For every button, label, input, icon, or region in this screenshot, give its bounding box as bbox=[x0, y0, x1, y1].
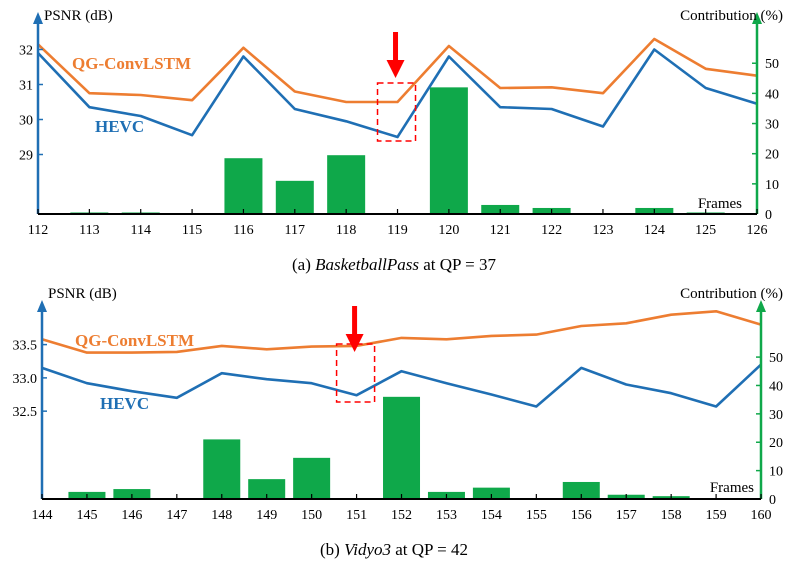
panel-b-y2label: Contribution (%) bbox=[680, 286, 783, 302]
panel-b-x-tick-label: 147 bbox=[166, 508, 187, 523]
panel-a-label-hevc: HEVC bbox=[95, 117, 144, 136]
panel-b-label-qg-convlstm: QG-ConvLSTM bbox=[75, 331, 194, 350]
panel-a-x-tick-label: 116 bbox=[233, 223, 253, 238]
panel-b-x-tick-label: 151 bbox=[346, 508, 367, 523]
panel-b-bar bbox=[203, 439, 241, 499]
panel-b-x-tick-label: 149 bbox=[256, 508, 277, 523]
panel-b-label-hevc: HEVC bbox=[100, 394, 149, 413]
panel-b-highlight-box bbox=[335, 343, 376, 403]
panel-a-x-tick-label: 117 bbox=[285, 223, 305, 238]
panel-b-y2-tick-label: 40 bbox=[769, 379, 783, 394]
panel-a-x-tick-label: 120 bbox=[438, 223, 459, 238]
panel-a-x-tick-label: 126 bbox=[747, 223, 768, 238]
panel-b-caption: (b) Vidyo3 at QP = 42 bbox=[320, 540, 468, 559]
panel-a-series-hevc bbox=[37, 48, 758, 139]
panel-a-y2-tick-label: 30 bbox=[765, 118, 779, 133]
panel-a-x-tick-label: 113 bbox=[79, 223, 99, 238]
panel-a-x-tick-label: 125 bbox=[695, 223, 716, 238]
panel-a-bar bbox=[224, 158, 263, 214]
panel-b-right-axis-arrow bbox=[756, 300, 766, 312]
panel-a-label-qg-convlstm: QG-ConvLSTM bbox=[72, 54, 191, 73]
panel-b-bar bbox=[293, 457, 331, 499]
panel-b-y2-tick-label: 10 bbox=[769, 465, 783, 480]
panel-b-xlabel: Frames bbox=[710, 480, 754, 496]
panel-a-y2-tick-label: 20 bbox=[765, 148, 779, 163]
panel-a-y-tick-label: 32 bbox=[19, 44, 33, 59]
panel-a-x-tick-label: 115 bbox=[182, 223, 202, 238]
panel-a-y-tick-label: 30 bbox=[19, 114, 33, 129]
panel-a-bar bbox=[275, 180, 314, 214]
panel-a-y-tick-label: 31 bbox=[19, 79, 33, 94]
panel-b-bar bbox=[562, 481, 600, 499]
panel-a-caption: (a) BasketballPass at QP = 37 bbox=[292, 255, 496, 274]
panel-a-x-tick-label: 124 bbox=[644, 223, 665, 238]
panel-b-x-tick-label: 150 bbox=[301, 508, 322, 523]
panel-a-highlight-box bbox=[376, 82, 417, 142]
panel-a-y2-tick-label: 40 bbox=[765, 87, 779, 102]
panel-b-y2-tick-label: 30 bbox=[769, 408, 783, 423]
panel-a-left-axis-arrow bbox=[33, 12, 43, 24]
panel-b-x-tick-label: 156 bbox=[571, 508, 592, 523]
panel-b-x-tick-label: 144 bbox=[32, 508, 53, 523]
panel-a-x-tick-label: 112 bbox=[28, 223, 48, 238]
panel-a-y2-tick-label: 50 bbox=[765, 57, 779, 72]
panel-b-bar bbox=[248, 479, 286, 499]
panel-b-series-hevc bbox=[41, 363, 762, 408]
panel-a-highlight-arrow-head bbox=[386, 60, 405, 78]
panel-b-x-tick-label: 146 bbox=[121, 508, 142, 523]
panel-a-y2label: Contribution (%) bbox=[680, 8, 783, 24]
panel-b-x-tick-label: 158 bbox=[661, 508, 682, 523]
panel-a-x-tick-label: 118 bbox=[336, 223, 356, 238]
panel-b-y-tick-label: 33.0 bbox=[13, 372, 38, 387]
panel-a-xlabel: Frames bbox=[698, 196, 742, 212]
panel-a-y-tick-label: 29 bbox=[19, 149, 33, 164]
panel-b-x-tick-label: 148 bbox=[211, 508, 232, 523]
panel-b-x-tick-label: 155 bbox=[526, 508, 547, 523]
panel-a-x-tick-label: 114 bbox=[130, 223, 150, 238]
panel-b-left-axis-arrow bbox=[37, 300, 47, 312]
panel-b-series-qg-convlstm bbox=[41, 309, 762, 354]
panel-a-ylabel: PSNR (dB) bbox=[44, 8, 113, 24]
panel-a-bar bbox=[429, 87, 468, 214]
panel-a-x-tick-label: 121 bbox=[490, 223, 511, 238]
panel-b-x-tick-label: 157 bbox=[616, 508, 637, 523]
panel-b-ylabel: PSNR (dB) bbox=[48, 286, 117, 302]
panel-a-x-tick-label: 122 bbox=[541, 223, 562, 238]
panel-b-x-tick-label: 154 bbox=[481, 508, 502, 523]
panel-a-right-axis-arrow bbox=[752, 12, 762, 24]
panel-b-bar bbox=[472, 487, 510, 499]
panel-b-x-tick-label: 153 bbox=[436, 508, 457, 523]
panel-a-bar bbox=[327, 155, 366, 214]
panel-b-y-tick-label: 33.5 bbox=[13, 339, 38, 354]
panel-b-highlight-arrow-head bbox=[345, 334, 364, 352]
panel-b-x-tick-label: 152 bbox=[391, 508, 412, 523]
panel-b-y2-tick-label: 50 bbox=[769, 351, 783, 366]
panel-b-x-tick-label: 160 bbox=[751, 508, 772, 523]
panel-a-x-tick-label: 123 bbox=[592, 223, 613, 238]
panel-b-x-tick-label: 159 bbox=[706, 508, 727, 523]
panel-b-x-tick-label: 145 bbox=[76, 508, 97, 523]
panel-b-y2-tick-label: 20 bbox=[769, 436, 783, 451]
panel-a-x-tick-label: 119 bbox=[387, 223, 407, 238]
panel-a-series-qg-convlstm bbox=[37, 37, 758, 104]
panel-b-bar bbox=[383, 396, 421, 499]
panel-b-y2-tick-label: 0 bbox=[769, 493, 776, 508]
panel-a-y2-tick-label: 0 bbox=[765, 208, 772, 223]
panel-a-y2-tick-label: 10 bbox=[765, 178, 779, 193]
panel-b-y-tick-label: 32.5 bbox=[13, 405, 38, 420]
